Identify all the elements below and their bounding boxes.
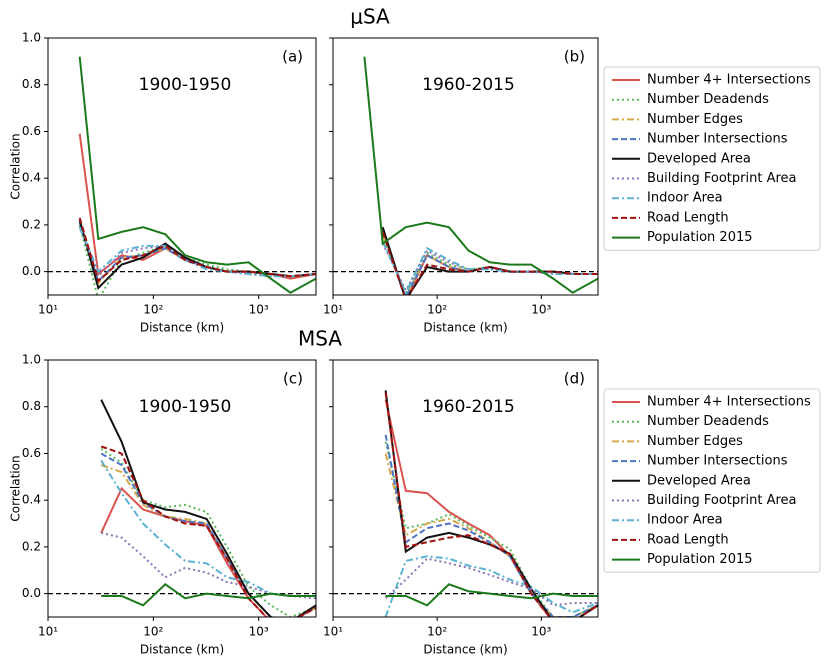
y-tick-label: 0.6 — [22, 446, 41, 460]
legend-label: Developed Area — [647, 473, 751, 488]
legend-label: Number Deadends — [647, 414, 769, 429]
legend-label: Number Intersections — [647, 132, 788, 147]
y-tick-label: 0.0 — [22, 264, 41, 278]
x-tick-label: 10² — [427, 303, 447, 317]
legend-label: Population 2015 — [647, 230, 753, 245]
series-line — [384, 441, 598, 617]
x-axis-label: Distance (km) — [423, 321, 507, 335]
plot-area — [48, 399, 316, 617]
y-tick-label: 1.0 — [22, 31, 41, 45]
series-line — [381, 240, 598, 295]
x-tick-label: 10³ — [249, 303, 269, 317]
series-line — [381, 229, 598, 295]
legend-label: Number 4+ Intersections — [647, 395, 811, 410]
y-tick-label: 0.8 — [22, 399, 41, 413]
section-title: μSA — [350, 5, 390, 29]
legend-label: Number Intersections — [647, 454, 788, 469]
series-line — [384, 557, 598, 607]
y-axis-label: Correlation — [9, 455, 23, 521]
legend-label: Number Deadends — [647, 92, 769, 107]
panel-label: (c) — [283, 370, 303, 388]
series-line — [100, 445, 316, 617]
y-tick-label: 0.6 — [22, 124, 41, 138]
y-tick-label: 0.4 — [22, 493, 41, 507]
x-tick-label: 10¹ — [38, 625, 58, 639]
plot-area — [333, 390, 598, 617]
period-label: 1960-2015 — [422, 397, 515, 417]
legend-label: Building Footprint Area — [647, 171, 796, 186]
series-line — [100, 464, 316, 617]
legend-label: Developed Area — [647, 151, 751, 166]
x-tick-label: 10¹ — [38, 303, 58, 317]
legend-label: Road Length — [647, 210, 729, 225]
legend-label: Number Edges — [647, 434, 743, 449]
legend-label: Road Length — [647, 532, 729, 547]
legend-box — [603, 388, 821, 573]
y-tick-label: 0.0 — [22, 586, 41, 600]
y-tick-label: 1.0 — [22, 353, 41, 367]
x-tick-label: 10³ — [531, 303, 551, 317]
x-tick-label: 10¹ — [323, 303, 343, 317]
x-tick-label: 10² — [143, 303, 163, 317]
axes-frame — [47, 37, 317, 296]
x-axis-label: Distance (km) — [140, 321, 224, 335]
x-tick-label: 10³ — [249, 625, 269, 639]
series-line — [78, 224, 316, 295]
plot-area — [48, 56, 316, 295]
series-line — [384, 399, 598, 617]
series-line — [101, 583, 316, 607]
legend-label: Number Edges — [647, 112, 743, 127]
axes-frame — [47, 359, 317, 618]
x-tick-label: 10¹ — [323, 625, 343, 639]
series-line — [384, 390, 598, 617]
section-title: MSA — [298, 327, 342, 351]
y-tick-label: 0.4 — [22, 171, 41, 185]
period-label: 1960-2015 — [422, 75, 515, 95]
series-line — [78, 56, 316, 294]
x-tick-label: 10² — [427, 625, 447, 639]
axes-frame — [332, 359, 599, 618]
x-axis-label: Distance (km) — [423, 643, 507, 657]
panel-label: (d) — [564, 370, 585, 388]
panel-label: (a) — [282, 48, 303, 66]
y-tick-label: 0.8 — [22, 77, 41, 91]
x-tick-label: 10² — [143, 625, 163, 639]
series-line — [100, 459, 316, 597]
y-axis-label: Correlation — [9, 133, 23, 199]
series-line — [384, 453, 598, 617]
series-line — [363, 56, 598, 294]
legend-label: Building Footprint Area — [647, 493, 796, 508]
period-label: 1900-1950 — [139, 397, 232, 417]
series-line — [100, 399, 316, 617]
period-label: 1900-1950 — [139, 75, 232, 95]
x-axis-label: Distance (km) — [140, 643, 224, 657]
plot-area — [333, 56, 598, 295]
series-line — [100, 447, 316, 617]
series-line — [384, 434, 598, 617]
series-line — [78, 217, 316, 283]
series-line — [384, 555, 598, 617]
series-line — [100, 486, 316, 617]
panel-label: (b) — [564, 48, 585, 66]
legend-label: Population 2015 — [647, 552, 753, 567]
y-tick-label: 0.2 — [22, 217, 41, 231]
y-tick-label: 0.2 — [22, 539, 41, 553]
series-line — [78, 226, 316, 279]
axes-frame — [332, 37, 599, 296]
legend-label: Indoor Area — [647, 191, 723, 206]
series-line — [384, 392, 598, 617]
legend-label: Indoor Area — [647, 513, 723, 528]
x-tick-label: 10³ — [531, 625, 551, 639]
legend-label: Number 4+ Intersections — [647, 73, 811, 88]
series-line — [381, 231, 598, 295]
legend-box — [603, 66, 821, 251]
series-line — [385, 583, 598, 607]
series-line — [78, 219, 316, 290]
